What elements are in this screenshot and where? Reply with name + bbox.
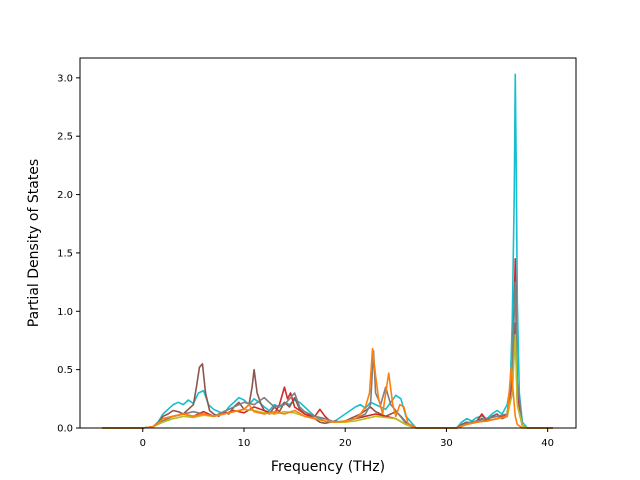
x-axis-label: Frequency (THz) — [271, 459, 385, 475]
y-tick-label: 0.5 — [57, 365, 73, 376]
y-tick-label: 2.0 — [57, 190, 73, 201]
y-tick-label: 0.0 — [57, 424, 73, 435]
x-tick-label: 0 — [140, 438, 146, 449]
y-tick-label: 1.5 — [57, 248, 73, 259]
y-axis-label: Partial Density of States — [26, 159, 42, 327]
axes-frame — [79, 57, 577, 429]
x-tick-label: 10 — [238, 438, 251, 449]
x-axis-ticks: 0 10 20 30 40 — [140, 428, 554, 449]
series-layer — [102, 73, 553, 429]
x-tick-label: 40 — [541, 438, 554, 449]
x-tick-label: 30 — [440, 438, 453, 449]
y-tick-label: 1.0 — [57, 307, 73, 318]
x-tick-label: 20 — [339, 438, 352, 449]
plot-area — [80, 58, 576, 428]
y-tick-label: 3.0 — [57, 73, 73, 84]
y-tick-label: 2.5 — [57, 132, 73, 143]
y-axis-ticks: 0.0 0.5 1.0 1.5 2.0 2.5 3.0 — [57, 73, 80, 435]
series-line-6 — [102, 347, 553, 429]
